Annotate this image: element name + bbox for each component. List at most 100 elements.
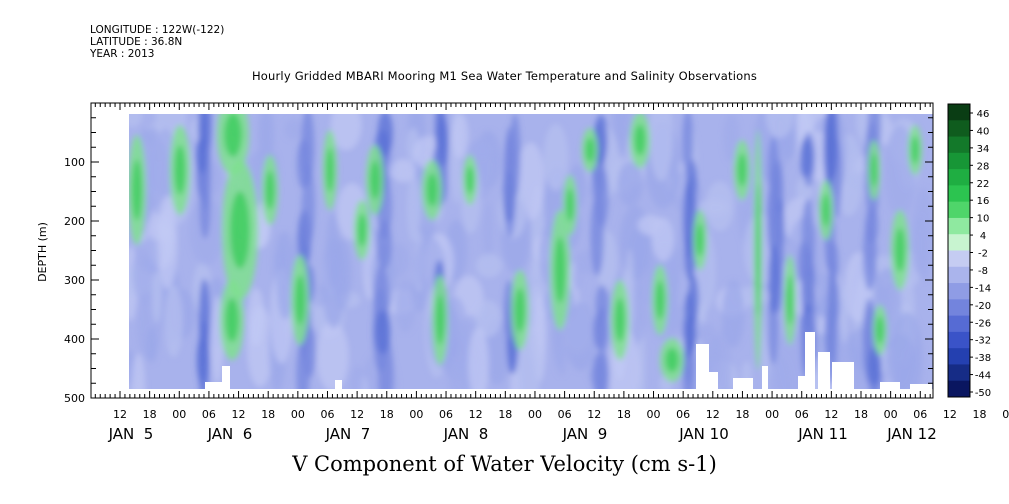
field-cell-dark [683, 347, 695, 384]
field-cell-green-core [634, 124, 646, 156]
field-cell-dark [683, 291, 695, 358]
y-tick-label: 500 [64, 392, 85, 405]
latitude-text: LATITUDE : 36.8N [90, 36, 183, 48]
field-cell-dark [199, 178, 211, 239]
colorbar-swatch [948, 136, 970, 154]
y-tick-label: 400 [64, 333, 85, 346]
missing-data-patch [818, 352, 830, 389]
x-tick-label: 18 [261, 408, 275, 421]
x-tick-label: 00 [291, 408, 305, 421]
field-cell-green-core [224, 114, 242, 157]
x-tick-label: 18 [380, 408, 394, 421]
x-tick-label: 18 [973, 408, 987, 421]
colorbar-swatch [948, 364, 970, 382]
field-cell-green-core [755, 184, 761, 316]
x-axis-label: V Component of Water Velocity (cm s-1) [292, 452, 717, 476]
colorbar-swatch [948, 185, 970, 203]
field-cell-green-core [225, 298, 239, 342]
field-cell [148, 139, 171, 216]
field-cell [406, 175, 421, 243]
field-cell-dark [596, 351, 610, 389]
y-tick-label: 200 [64, 215, 85, 228]
colorbar-label: 10 [977, 214, 990, 225]
colorbar-swatch [948, 234, 970, 251]
field-cell-green-core [230, 191, 250, 269]
field-cell-green-core [585, 137, 595, 163]
field-cell-green-core [737, 153, 747, 187]
x-tick-label: 12 [706, 408, 720, 421]
colorbar-swatch [948, 348, 970, 365]
x-day-label: JAN 5 [108, 425, 154, 443]
missing-data-patch [910, 384, 932, 389]
heatmap-blobs [129, 114, 933, 389]
field-cell [284, 118, 304, 140]
field-cell [543, 123, 569, 191]
field-cell-dark [595, 165, 609, 227]
colorbar-swatch [948, 315, 970, 333]
x-day-label: JAN 10 [678, 425, 729, 443]
field-cell-dark [374, 310, 391, 355]
colorbar-swatch [948, 169, 970, 186]
x-tick-label: 12 [113, 408, 127, 421]
y-tick-label: 100 [64, 156, 85, 169]
field-cell [164, 285, 183, 358]
y-axis: 100 200 300 400 500 [64, 117, 933, 405]
missing-data-patch [805, 332, 815, 389]
colorbar-swatch [948, 250, 970, 268]
field-cell [885, 333, 916, 389]
field-cell-green-core [665, 347, 679, 373]
field-cell [330, 114, 362, 151]
x-tick-label: 06 [439, 408, 453, 421]
colorbar-label: -44 [975, 371, 991, 382]
field-cell-dark [767, 297, 779, 365]
field-cell [649, 114, 673, 182]
field-cell [316, 321, 349, 389]
x-tick-label: 00 [528, 408, 542, 421]
x-day-label: JAN 11 [797, 425, 848, 443]
colorbar-label: -14 [975, 283, 991, 294]
field-cell-green-core [435, 295, 445, 345]
x-day-label: JAN 12 [886, 425, 937, 443]
y-tick-label: 300 [64, 274, 85, 287]
field-cell [565, 301, 598, 371]
field-cell-green-core [655, 280, 665, 320]
missing-data-patch [798, 376, 806, 389]
field-cell-dark [768, 244, 780, 314]
colorbar-swatch [948, 299, 970, 317]
field-cell [325, 212, 340, 289]
colorbar-label: -26 [975, 318, 991, 329]
field-cell [697, 198, 730, 217]
field-cell-green-core [615, 298, 625, 342]
field-cell-green-core [132, 159, 142, 221]
heatmap-field [129, 114, 933, 389]
field-cell-green-core [786, 275, 794, 325]
colorbar-label: 4 [980, 231, 986, 242]
field-cell-dark [823, 114, 835, 188]
field-cell-green-core [174, 145, 186, 195]
field-cell-dark [196, 136, 208, 174]
field-cell [652, 217, 675, 262]
colorbar-swatch [948, 266, 970, 284]
x-tick-label: 00 [647, 408, 661, 421]
mooring-metadata: LONGITUDE : 122W(-122) LATITUDE : 36.8N YE… [90, 24, 224, 60]
x-tick-label: 12 [824, 408, 838, 421]
field-cell-dark [682, 114, 694, 177]
missing-data-patch [832, 362, 854, 389]
field-cell-dark [799, 137, 814, 178]
field-cell-dark [865, 207, 879, 244]
field-cell [911, 216, 928, 275]
field-cell [350, 365, 365, 389]
field-cell-dark [301, 163, 315, 247]
field-cell [390, 159, 416, 183]
x-tick-label: 18 [498, 408, 512, 421]
field-cell-dark [302, 325, 316, 378]
x-tick-label: 12 [232, 408, 246, 421]
field-cell-green-core [876, 316, 884, 344]
x-tick-label: 00 [409, 408, 423, 421]
field-cell [840, 285, 849, 344]
field-cell [628, 227, 652, 278]
field-cell [468, 327, 489, 389]
colorbar-frame [947, 103, 971, 398]
field-cell-green-core [696, 223, 704, 257]
x-axis: 12 18 00 06 12 18 00 06 12 18 00 06 12 18 00 06 12 18 00 06… [94, 103, 1009, 443]
